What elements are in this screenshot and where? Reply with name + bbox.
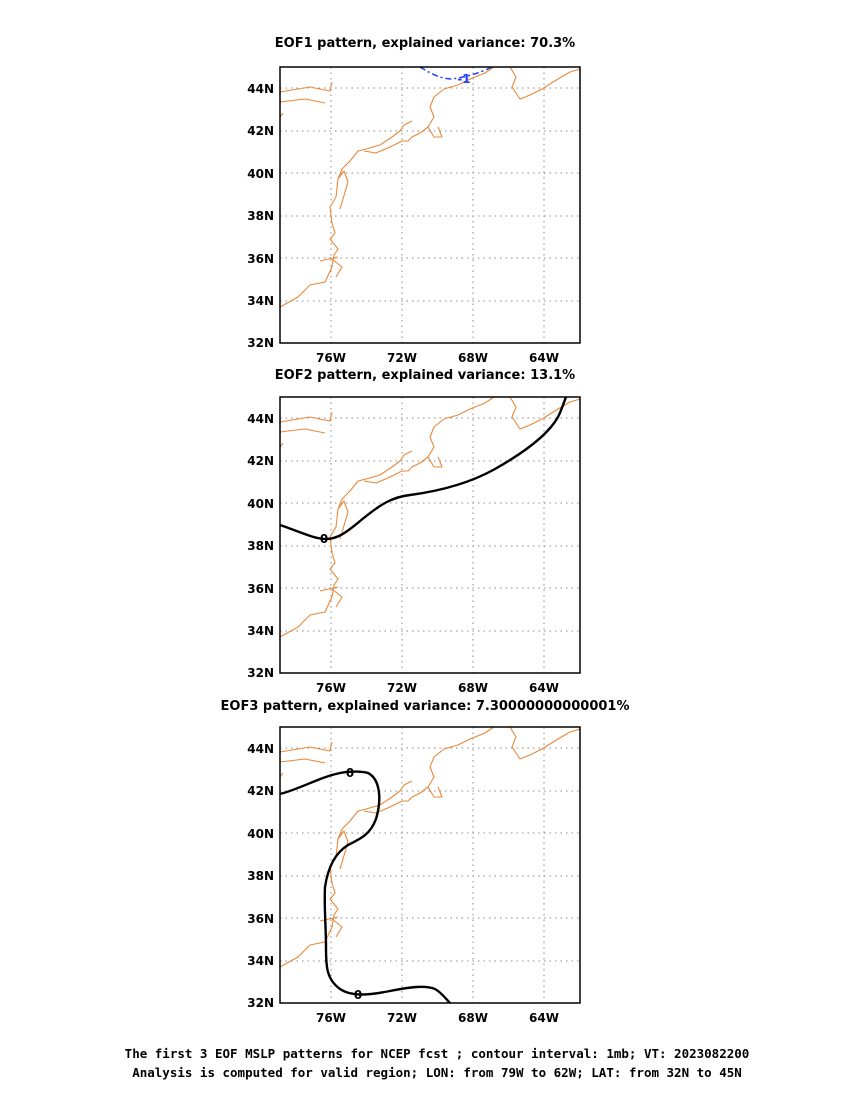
- panel1-lat-ticks: 44N 42N 40N 38N 36N 34N 32N: [247, 82, 274, 350]
- contour-label-2: 0: [354, 988, 362, 1002]
- svg-text:32N: 32N: [247, 666, 274, 680]
- contour-line-zero: [280, 770, 451, 1003]
- coastline: [280, 67, 580, 308]
- svg-text:32N: 32N: [247, 996, 274, 1010]
- svg-text:40N: 40N: [247, 827, 274, 841]
- svg-text:72W: 72W: [387, 681, 417, 695]
- panel2-lat-ticks: 44N 42N 40N 38N 36N 34N 32N: [247, 412, 274, 680]
- contour-label: -1: [457, 72, 470, 86]
- contour-line-zero: [280, 397, 568, 541]
- panel3-lat-ticks: 44N 42N 40N 38N 36N 34N 32N: [247, 742, 274, 1010]
- svg-text:72W: 72W: [387, 1011, 417, 1025]
- svg-text:38N: 38N: [247, 869, 274, 883]
- svg-text:72W: 72W: [387, 351, 417, 365]
- svg-text:68W: 68W: [458, 1011, 488, 1025]
- svg-text:40N: 40N: [247, 167, 274, 181]
- svg-text:42N: 42N: [247, 124, 274, 138]
- svg-text:76W: 76W: [316, 351, 346, 365]
- svg-text:34N: 34N: [247, 624, 274, 638]
- svg-text:76W: 76W: [316, 681, 346, 695]
- svg-text:32N: 32N: [247, 336, 274, 350]
- panel3-lon-ticks: 76W 72W 68W 64W: [316, 1011, 559, 1025]
- panel2-lon-ticks: 76W 72W 68W 64W: [316, 681, 559, 695]
- panel1-title: EOF1 pattern, explained variance: 70.3%: [275, 36, 575, 51]
- caption-line-1: The first 3 EOF MSLP patterns for NCEP f…: [125, 1046, 750, 1061]
- svg-text:44N: 44N: [247, 82, 274, 96]
- contour-line-negative: [419, 67, 493, 80]
- map-frame: [279, 66, 581, 344]
- svg-text:44N: 44N: [247, 412, 274, 426]
- svg-text:64W: 64W: [529, 681, 559, 695]
- panel3-title: EOF3 pattern, explained variance: 7.3000…: [221, 699, 630, 714]
- svg-text:76W: 76W: [316, 1011, 346, 1025]
- map-frame: [279, 726, 581, 1004]
- svg-text:38N: 38N: [247, 539, 274, 553]
- panel2-title: EOF2 pattern, explained variance: 13.1%: [275, 368, 575, 383]
- coastline: [280, 397, 580, 638]
- contour-label: 0: [346, 766, 354, 780]
- map-panel-1: -1: [279, 66, 581, 344]
- svg-text:34N: 34N: [247, 294, 274, 308]
- svg-text:68W: 68W: [458, 681, 488, 695]
- panel1-lon-ticks: 76W 72W 68W 64W: [316, 351, 559, 365]
- map-frame: [279, 396, 581, 674]
- svg-text:44N: 44N: [247, 742, 274, 756]
- svg-text:68W: 68W: [458, 351, 488, 365]
- svg-text:36N: 36N: [247, 912, 274, 926]
- caption-line-2: Analysis is computed for valid region; L…: [132, 1065, 742, 1080]
- svg-text:38N: 38N: [247, 209, 274, 223]
- svg-text:64W: 64W: [529, 1011, 559, 1025]
- map-panel-3: 0 0: [279, 726, 581, 1004]
- svg-text:40N: 40N: [247, 497, 274, 511]
- map-panel-2: 0: [279, 396, 581, 674]
- contour-label: 0: [320, 532, 328, 546]
- svg-text:42N: 42N: [247, 454, 274, 468]
- svg-text:36N: 36N: [247, 582, 274, 596]
- svg-text:64W: 64W: [529, 351, 559, 365]
- svg-text:34N: 34N: [247, 954, 274, 968]
- svg-text:36N: 36N: [247, 252, 274, 266]
- svg-text:42N: 42N: [247, 784, 274, 798]
